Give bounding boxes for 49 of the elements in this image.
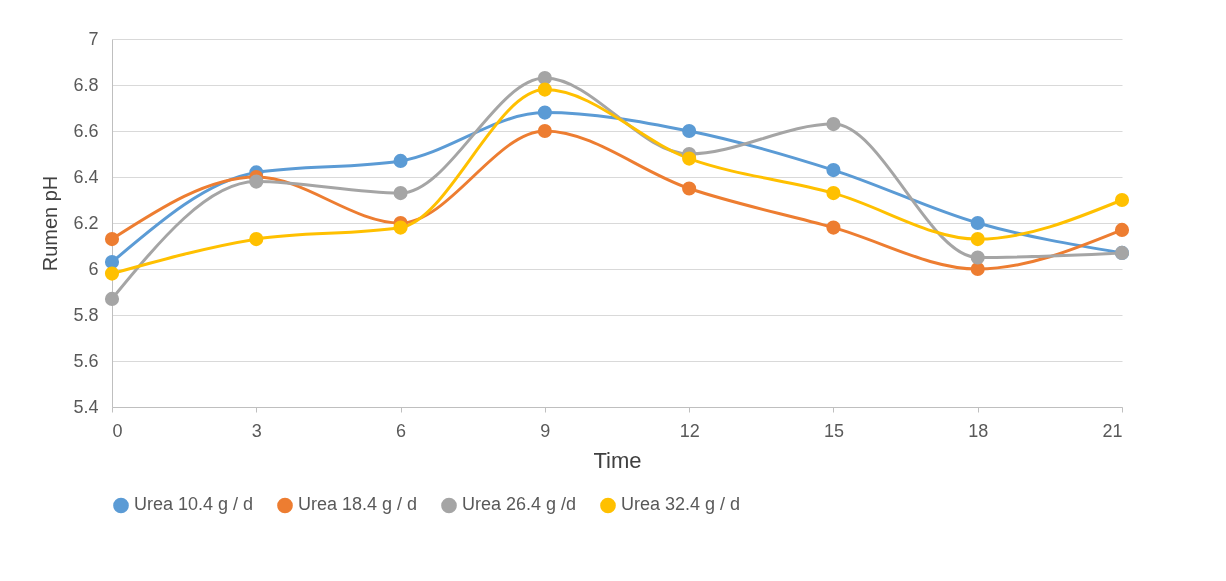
point	[537, 82, 552, 97]
point	[970, 250, 985, 265]
x-tick-label: 0	[112, 420, 123, 441]
point	[1114, 192, 1130, 208]
point	[826, 163, 841, 178]
point	[249, 174, 264, 189]
point	[1114, 222, 1130, 237]
x-tick-label: 3	[251, 420, 262, 441]
point	[970, 215, 985, 231]
point	[826, 117, 841, 132]
y-tick-label: 5.6	[73, 350, 99, 371]
y-axis-title: Rumen pH	[39, 175, 62, 272]
legend-label: Urea 32.4 g / d	[621, 494, 741, 515]
point	[826, 220, 841, 235]
point	[104, 291, 120, 306]
x-tick-label: 12	[679, 420, 700, 441]
x-tick-label: 9	[540, 420, 551, 441]
y-tick-label: 6.8	[73, 74, 99, 95]
legend-label: Urea 18.4 g / d	[298, 494, 418, 515]
y-tick-label: 7	[88, 28, 99, 49]
x-tick-label: 6	[396, 420, 407, 441]
point	[682, 151, 697, 166]
y-tick-label: 6	[88, 258, 99, 279]
point	[393, 220, 408, 235]
point	[682, 181, 697, 196]
point	[970, 261, 985, 277]
point	[537, 71, 552, 86]
point	[104, 266, 120, 281]
x-tick-label: 18	[968, 420, 989, 441]
point	[104, 232, 120, 247]
x-axis-title: Time	[593, 447, 642, 473]
y-tick-label: 6.6	[73, 120, 99, 141]
point	[249, 232, 264, 247]
point	[393, 186, 408, 201]
point	[970, 232, 985, 247]
point	[104, 255, 120, 270]
y-tick-label: 5.4	[73, 396, 99, 417]
point	[682, 123, 697, 139]
y-tick-label: 6.4	[73, 166, 99, 187]
point	[826, 186, 841, 201]
legend-label: Urea 26.4 g /d	[462, 494, 577, 515]
x-tick-label: 21	[1102, 420, 1123, 441]
point	[537, 105, 552, 120]
point	[537, 123, 552, 139]
y-tick-label: 6.2	[73, 212, 99, 233]
point	[393, 153, 408, 168]
x-tick-label: 15	[823, 420, 844, 441]
legend-label: Urea 10.4 g / d	[134, 494, 254, 515]
y-tick-label: 5.8	[73, 304, 99, 325]
